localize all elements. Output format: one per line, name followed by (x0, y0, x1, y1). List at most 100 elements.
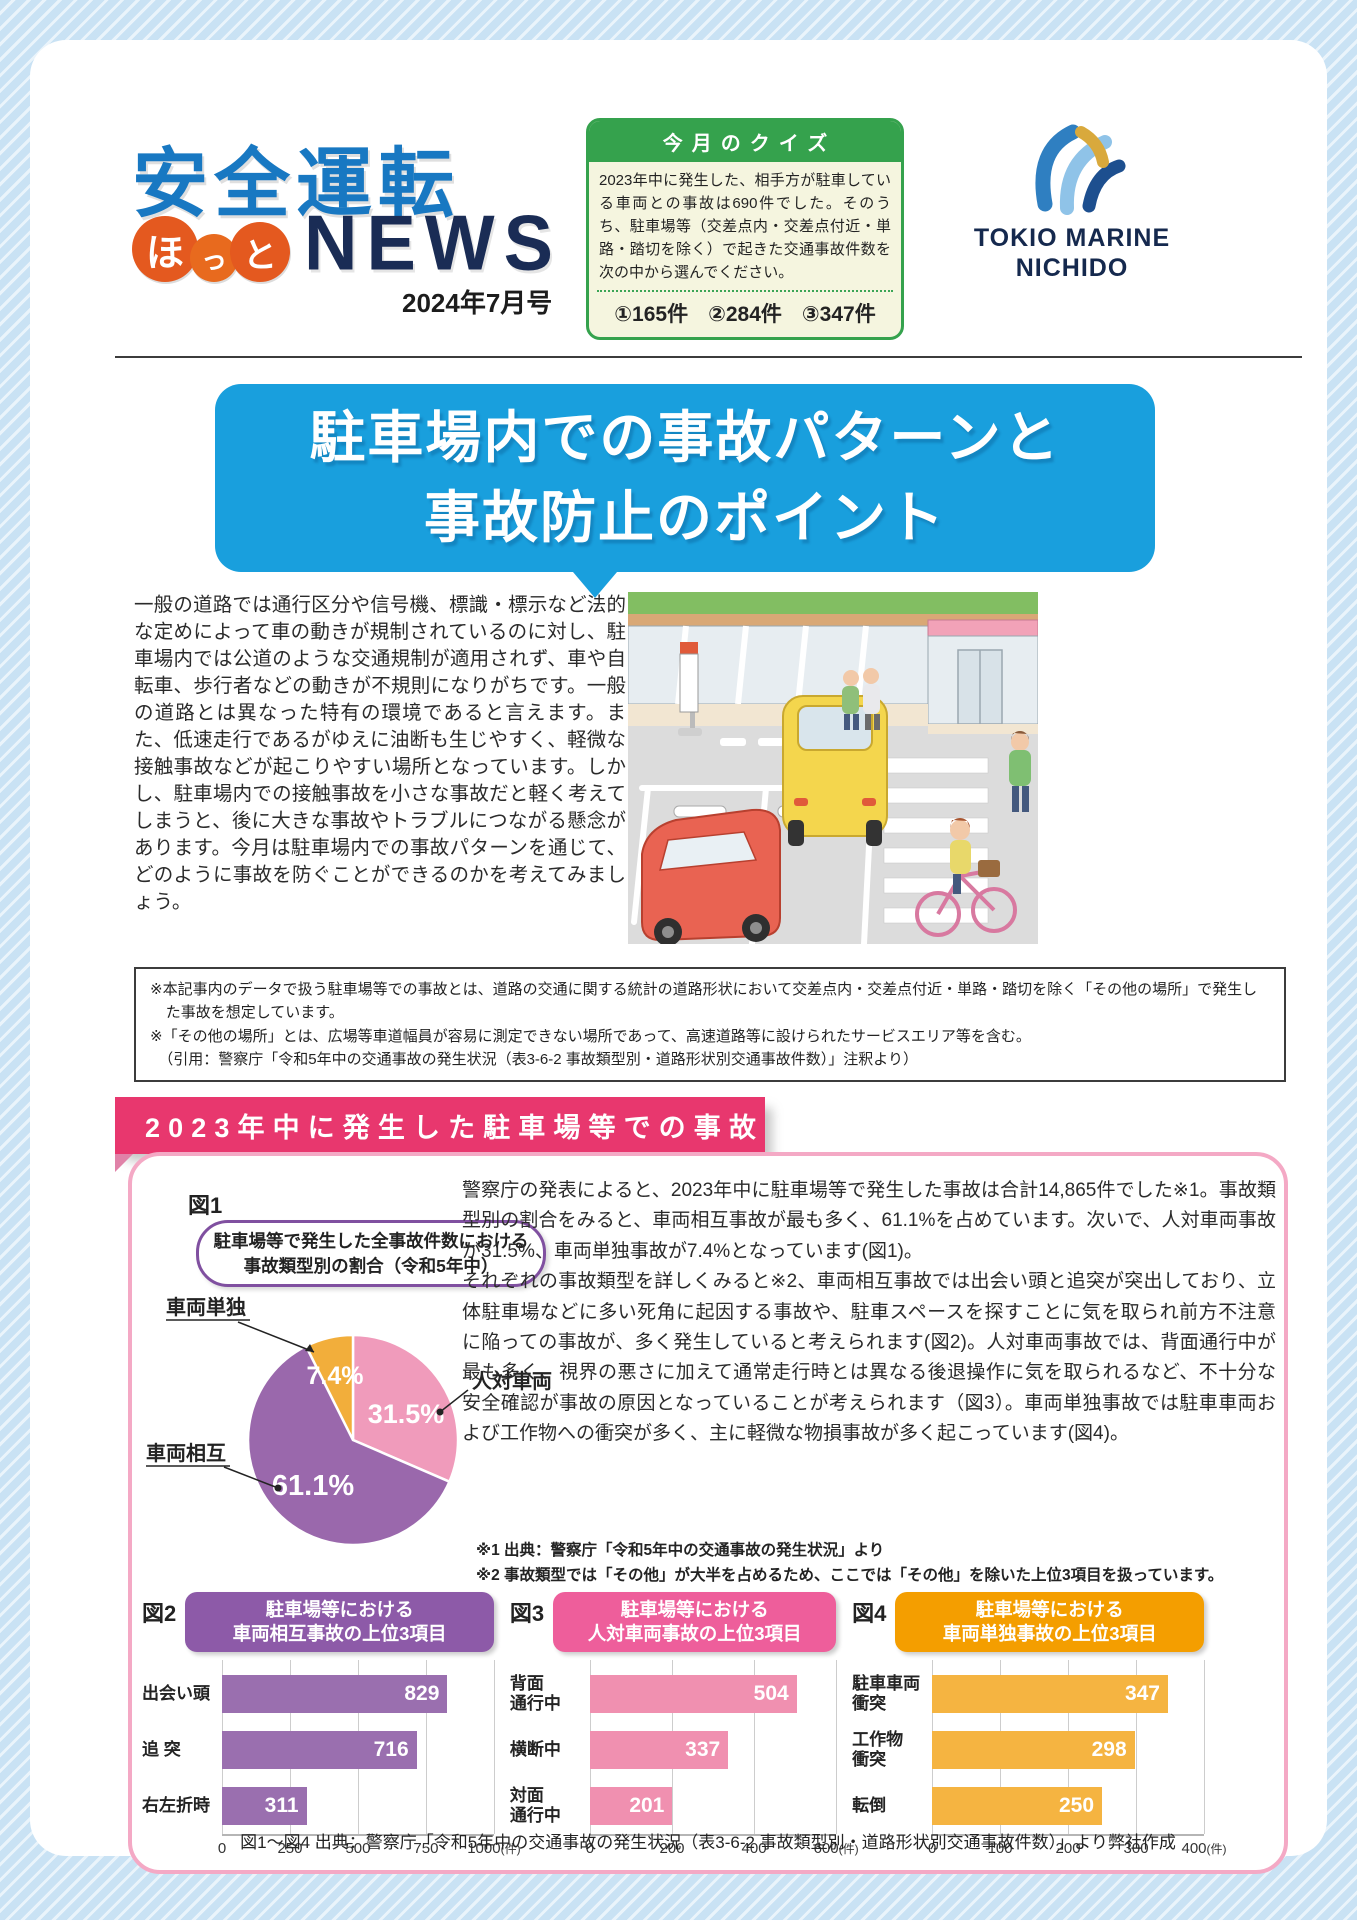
figure4-title-line1: 駐車場等における (975, 1599, 1124, 1620)
figure4-title-box: 駐車場等における 車両単独事故の上位3項目 (895, 1592, 1205, 1653)
main-title-line2: 事故防止のポイント (424, 486, 946, 549)
axis-tick-label: 400 (741, 1840, 767, 1858)
bar-value-label: 298 (1091, 1738, 1127, 1762)
axis-tick-label: 200 (659, 1840, 685, 1858)
bar-category-label: 出会い頭 (142, 1683, 210, 1703)
bar-value-label: 337 (685, 1738, 721, 1762)
pie-value-single-vehicle: 7.4% (307, 1362, 364, 1390)
brand-block: TOKIO MARINE NICHIDO (922, 116, 1222, 283)
bar: 311 (222, 1787, 307, 1826)
bar: 716 (222, 1731, 417, 1770)
axis-tick-label: 600(件) (813, 1840, 859, 1858)
axis-tick-label: 400(件) (1181, 1840, 1227, 1858)
hotto-circle-3: と (230, 222, 290, 282)
quiz-question: 2023年中に発生した、相手方が駐車している車両との事故は690件でした。そのう… (599, 172, 891, 281)
quiz-options: ①165件 ②284件 ③347件 (589, 292, 901, 337)
note-line-2: ※「その他の場所」とは、広場等車道幅員が容易に測定できない場所であって、高速道路… (150, 1027, 1031, 1045)
bar: 201 (589, 1787, 673, 1826)
pie-slice-vehicle-vs-vehicle (246, 1344, 451, 1547)
axis-tick-label: 200 (1055, 1840, 1081, 1858)
bar-category-label: 駐車車両 衝突 (852, 1673, 921, 1714)
newsletter-logo-row: ほ っ と NEWS (132, 204, 562, 282)
pie-chart-figure1: 7.4% 31.5% 61.1% 車両単独 人対車両 車両相互 (138, 1280, 578, 1590)
quiz-option-1: ①165件 (614, 303, 689, 326)
bar-category-label: 対面 通行中 (509, 1785, 561, 1826)
figure4-title-line2: 車両単独事故の上位3項目 (942, 1623, 1157, 1645)
axis-tick-label: 250 (277, 1840, 303, 1858)
newsletter-logo-title: 安全運転 (132, 142, 460, 227)
note-citation: （引用：警察庁「令和5年中の交通事故の発生状況（表3-6-2 事故類型別・道路形… (158, 1050, 918, 1068)
pie-value-person-vs-vehicle: 31.5% (368, 1399, 445, 1429)
hotto-badge: ほ っ と (132, 216, 290, 282)
content-card: 安全運転 ほ っ と NEWS 2024年7月号 今月のクイズ 2023年中に発… (30, 40, 1327, 1874)
news-wordmark: NEWS (304, 199, 562, 287)
figure2-title-box: 駐車場等における 車両相互事故の上位3項目 (185, 1592, 494, 1653)
bar-category-label: 転倒 (852, 1795, 887, 1815)
figure4-label: 図4 (852, 1601, 887, 1626)
axis-tick-label: 750 (413, 1840, 439, 1858)
figure3-title-line1: 駐車場等における (620, 1599, 769, 1620)
section-title: 2023年中に発生した駐車場等での事故 (145, 1113, 764, 1143)
section-header: 2023年中に発生した駐車場等での事故 (115, 1097, 765, 1172)
footnote-2: ※2 事故類型では「その他」が大半を占めるため、ここでは「その他」を除いた上位3… (476, 1567, 1224, 1585)
bar-value-label: 347 (1124, 1682, 1160, 1706)
pie-slice-single-vehicle (304, 1333, 355, 1442)
stats-paragraph-2: それぞれの事故類型を詳しくみると※2、車両相互事故では出会い頭と追突が突出してお… (462, 1271, 1276, 1445)
x-axis-ticks: 0 200 400 600(件) (586, 1840, 859, 1862)
bar: 347 (932, 1675, 1168, 1714)
bar-value-label: 201 (629, 1794, 665, 1818)
axis-tick-label: 500 (345, 1840, 371, 1858)
brand-name: TOKIO MARINE NICHIDO (922, 223, 1222, 283)
quiz-title: 今月のクイズ (589, 121, 901, 162)
parking-lot-illustration (628, 592, 1038, 944)
bar-category-label: 追 突 (142, 1739, 181, 1759)
bar: 250 (932, 1787, 1103, 1826)
figure3-title-line2: 人対車両事故の上位3項目 (587, 1623, 802, 1645)
stats-footnotes: ※1 出典：警察庁「令和5年中の交通事故の発生状況」より ※2 事故類型では「そ… (476, 1538, 1282, 1588)
charts-source-caption: 図1～図4 出典：警察庁「令和5年中の交通事故の発生状況（表3-6-2 事故類型… (240, 1833, 1176, 1852)
bar-value-label: 829 (404, 1682, 440, 1706)
header-divider (115, 356, 1302, 358)
axis-tick-label: 0 (585, 1840, 595, 1858)
figure2-title-line1: 駐車場等における (265, 1599, 414, 1620)
bar: 337 (589, 1731, 729, 1770)
figure2-title-line2: 車両相互事故の上位3項目 (232, 1623, 447, 1645)
stats-paragraph-1: 警察庁の発表によると、2023年中に駐車場等で発生した事故は合計14,865件で… (462, 1180, 1276, 1262)
intro-paragraph: 一般の道路では通行区分や信号機、標識・標示など法的な定めによって車の動きが規制さ… (134, 594, 626, 913)
x-axis-ticks: 0 100 200 300 400(件) (928, 1840, 1227, 1862)
axis-tick-label: 300 (1123, 1840, 1149, 1858)
issue-date: 2024年7月号 (402, 288, 553, 318)
bar-category-label: 横断中 (509, 1739, 561, 1759)
axis-tick-label: 0 (927, 1840, 937, 1858)
brand-name-line1: TOKIO MARINE (973, 224, 1171, 252)
bar: 298 (932, 1731, 1135, 1770)
figure1-label: 図1 (188, 1193, 223, 1218)
pie-label-single-vehicle: 車両単独 (166, 1295, 246, 1319)
main-title-line1: 駐車場内での事故パターンと (309, 406, 1061, 470)
hotto-circle-1: ほ (132, 216, 198, 282)
bar-chart-figure2: 図2 駐車場等における 車両相互事故の上位3項目 出会い頭追 突右左折時 829… (142, 1592, 521, 1862)
bar-value-label: 311 (264, 1794, 299, 1818)
pie-label-vehicle-vs-vehicle: 車両相互 (146, 1441, 226, 1465)
figure1-title-line1: 駐車場等で発生した全事故件数における (213, 1231, 529, 1251)
bar-value-label: 250 (1059, 1794, 1095, 1818)
quiz-option-3: ③347件 (801, 303, 876, 326)
figure1-title-box: 駐車場等で発生した全事故件数における 事故類型別の割合（令和5年中） (196, 1220, 546, 1287)
x-axis-ticks: 0 250 500 750 1000(件) (218, 1840, 521, 1862)
figure1-title-line2: 事故類型別の割合（令和5年中） (243, 1255, 499, 1276)
statistics-text: 警察庁の発表によると、2023年中に駐車場等で発生した事故は合計14,865件で… (462, 1176, 1276, 1450)
figure2-label: 図2 (142, 1601, 177, 1626)
pie-slice-person-vs-vehicle (351, 1333, 460, 1483)
bar: 504 (589, 1675, 797, 1714)
data-definition-note: ※本記事内のデータで扱う駐車場等での事故とは、道路の交通に関する統計の道路形状に… (134, 967, 1286, 1082)
pie-value-vehicle-vs-vehicle: 61.1% (272, 1470, 354, 1502)
bar-category-label: 工作物 衝突 (852, 1729, 904, 1770)
bar-category-label: 右左折時 (142, 1795, 210, 1815)
bar: 829 (222, 1675, 448, 1714)
pie-label-person-vs-vehicle: 人対車両 (472, 1369, 552, 1393)
tokio-marine-logo-icon (1035, 124, 1126, 215)
footnote-1: ※1 出典：警察庁「令和5年中の交通事故の発生状況」より (476, 1542, 885, 1559)
bar-chart-figure4: 図4 駐車場等における 車両単独事故の上位3項目 駐車車両 衝突 工作物 衝突転倒… (852, 1592, 1227, 1862)
axis-tick-label: 100 (987, 1840, 1013, 1858)
